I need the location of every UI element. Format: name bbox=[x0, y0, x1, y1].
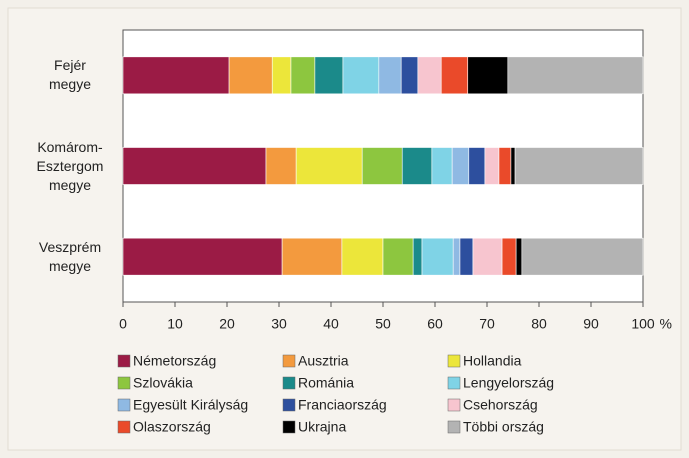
bar-segment bbox=[421, 237, 454, 276]
legend-label: Franciaország bbox=[298, 397, 387, 413]
x-tick-label: 20 bbox=[219, 316, 235, 332]
legend-swatch bbox=[282, 354, 296, 368]
legend-swatch bbox=[447, 376, 461, 390]
bar-segment bbox=[412, 237, 423, 276]
x-tick-label: 90 bbox=[583, 316, 599, 332]
bar-segment bbox=[452, 237, 461, 276]
bar-segment bbox=[417, 56, 442, 95]
bar-segment bbox=[467, 56, 509, 95]
legend-label: Olaszország bbox=[133, 419, 211, 435]
legend-swatch bbox=[282, 420, 296, 434]
x-tick-label: 70 bbox=[479, 316, 495, 332]
bar-segment bbox=[451, 147, 470, 185]
x-tick-label: 0 bbox=[119, 316, 127, 332]
legend-label: Csehország bbox=[463, 397, 538, 413]
y-tick-label: Fejér megye bbox=[48, 57, 92, 93]
legend-swatch bbox=[282, 376, 296, 390]
legend-swatch bbox=[447, 354, 461, 368]
legend-label: Lengyelország bbox=[463, 375, 554, 391]
bar-segment bbox=[459, 237, 474, 276]
bar-segment bbox=[468, 147, 486, 185]
bar-segment bbox=[510, 147, 516, 185]
legend-label: Románia bbox=[298, 375, 354, 391]
bar-segment bbox=[401, 147, 433, 185]
legend-swatch bbox=[447, 420, 461, 434]
x-unit: % bbox=[660, 316, 672, 332]
legend-label: Szlovákia bbox=[133, 375, 193, 391]
legend-swatch bbox=[282, 398, 296, 412]
x-tick-label: 10 bbox=[167, 316, 183, 332]
bar-segment bbox=[521, 237, 644, 276]
legend-label: Ukrajna bbox=[298, 419, 346, 435]
bar-segment bbox=[281, 237, 343, 276]
x-tick-label: 100 bbox=[631, 316, 655, 332]
y-tick-label: Veszprém megye bbox=[38, 238, 102, 274]
bar-segment bbox=[122, 147, 267, 185]
bar-segment bbox=[378, 56, 402, 95]
bar-segment bbox=[228, 56, 273, 95]
bar-segment bbox=[295, 147, 363, 185]
bar-segment bbox=[290, 56, 316, 95]
legend-swatch bbox=[117, 354, 131, 368]
legend-label: Többi ország bbox=[463, 419, 544, 435]
bar-segment bbox=[342, 56, 380, 95]
bar-segment bbox=[498, 147, 512, 185]
bar-segment bbox=[472, 237, 503, 276]
x-tick-label: 30 bbox=[271, 316, 287, 332]
bar-segment bbox=[265, 147, 297, 185]
bar-segment bbox=[484, 147, 500, 185]
bar-segment bbox=[431, 147, 453, 185]
bar-segment bbox=[400, 56, 419, 95]
bar-segment bbox=[515, 237, 523, 276]
legend-swatch bbox=[447, 398, 461, 412]
bar-segment bbox=[514, 147, 644, 185]
x-tick-label: 60 bbox=[427, 316, 443, 332]
bar-segment bbox=[122, 237, 283, 276]
bar-segment bbox=[382, 237, 414, 276]
x-tick-label: 50 bbox=[375, 316, 391, 332]
x-tick-label: 80 bbox=[531, 316, 547, 332]
bar-segment bbox=[314, 56, 344, 95]
y-tick-label: Komárom- Esztergom megye bbox=[36, 138, 104, 193]
bar-segment bbox=[271, 56, 292, 95]
legend-label: Ausztria bbox=[298, 353, 349, 369]
legend-swatch bbox=[117, 376, 131, 390]
legend-swatch bbox=[117, 420, 131, 434]
bar-segment bbox=[361, 147, 403, 185]
legend-label: Hollandia bbox=[463, 353, 522, 369]
bar-segment bbox=[122, 56, 230, 95]
bar-segment bbox=[507, 56, 644, 95]
legend-label: Németország bbox=[133, 353, 216, 369]
x-tick-label: 40 bbox=[323, 316, 339, 332]
bar-segment bbox=[440, 56, 469, 95]
bar-segment bbox=[341, 237, 384, 276]
bar-segment bbox=[501, 237, 517, 276]
legend-swatch bbox=[117, 398, 131, 412]
legend-label: Egyesült Királyság bbox=[133, 397, 248, 413]
